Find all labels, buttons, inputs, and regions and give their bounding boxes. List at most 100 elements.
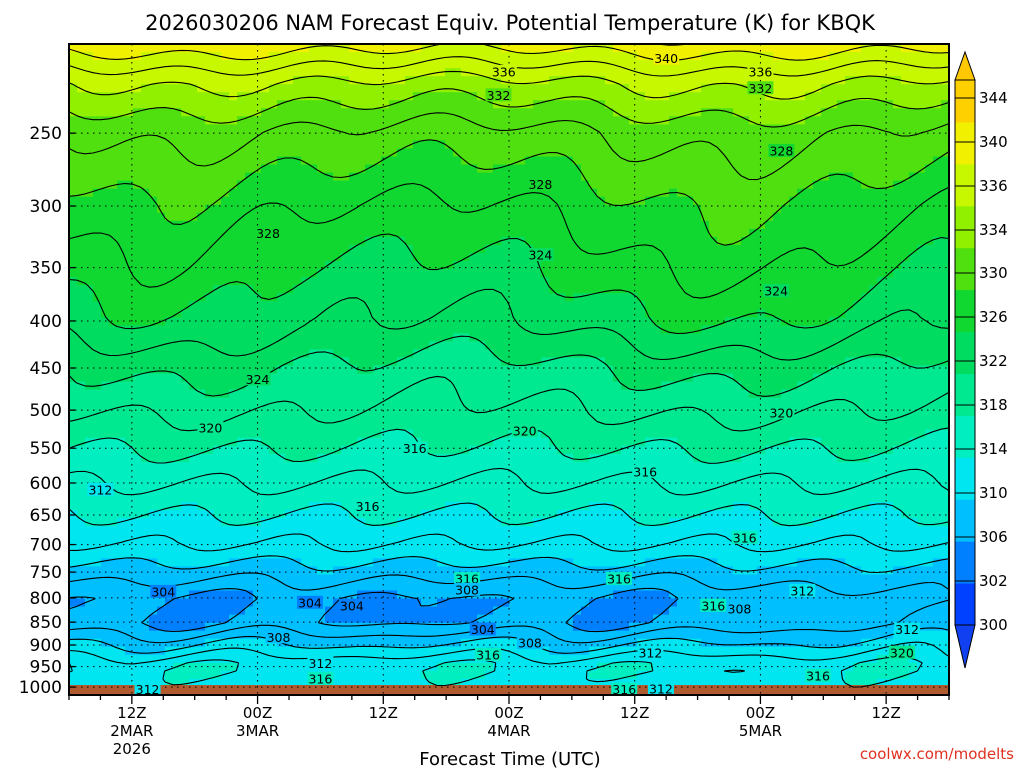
heatmap-cell [773, 52, 782, 61]
heatmap-cell [341, 164, 350, 174]
heatmap-cell [573, 244, 582, 254]
heatmap-cell [917, 309, 926, 318]
heatmap-cell [213, 373, 222, 383]
heatmap-cell [357, 148, 366, 158]
heatmap-cell [101, 164, 110, 174]
heatmap-cell [573, 261, 582, 270]
heatmap-cell [133, 373, 142, 383]
heatmap-cell [285, 269, 294, 278]
heatmap-cell [165, 44, 174, 53]
heatmap-cell [453, 397, 462, 407]
heatmap-cell [421, 373, 430, 383]
heatmap-cell [853, 164, 862, 174]
heatmap-cell [453, 116, 462, 125]
heatmap-cell [869, 124, 878, 134]
heatmap-cell [933, 341, 942, 351]
heatmap-cell [869, 76, 878, 85]
heatmap-cell [589, 236, 598, 246]
heatmap-cell [557, 365, 566, 375]
heatmap-cell [205, 124, 214, 134]
heatmap-cell [789, 325, 798, 334]
heatmap-cell [701, 252, 710, 262]
heatmap-cell [717, 325, 726, 334]
heatmap-cell [453, 172, 462, 182]
heatmap-cell [509, 132, 518, 142]
heatmap-cell [413, 220, 422, 230]
heatmap-cell [845, 156, 854, 166]
heatmap-cell [821, 236, 830, 246]
heatmap-cell [533, 317, 542, 326]
heatmap-cell [509, 204, 518, 214]
heatmap-cell [141, 164, 150, 174]
heatmap-cell [285, 220, 294, 230]
heatmap-cell [733, 100, 742, 109]
heatmap-cell [837, 285, 846, 294]
heatmap-cell [221, 116, 230, 125]
heatmap-cell [837, 140, 846, 150]
heatmap-cell [285, 277, 294, 286]
heatmap-cell [701, 285, 710, 294]
heatmap-cell [165, 140, 174, 150]
heatmap-cell [245, 60, 254, 69]
heatmap-cell [373, 84, 382, 93]
heatmap-cell [77, 252, 86, 262]
heatmap-cell [429, 357, 438, 367]
heatmap-cell [901, 164, 910, 174]
heatmap-cell [645, 172, 654, 182]
heatmap-cell [293, 172, 302, 182]
heatmap-cell [285, 60, 294, 69]
heatmap-cell [301, 228, 310, 238]
heatmap-cell [373, 76, 382, 85]
heatmap-cell [557, 68, 566, 77]
heatmap-cell [453, 261, 462, 270]
heatmap-cell [605, 365, 614, 375]
heatmap-cell [277, 196, 286, 206]
heatmap-cell [725, 301, 734, 310]
heatmap-cell [221, 325, 230, 334]
heatmap-cell [213, 180, 222, 190]
heatmap-cell [117, 76, 126, 85]
heatmap-cell [125, 116, 134, 125]
heatmap-cell [653, 84, 662, 93]
heatmap-cell [181, 140, 190, 150]
heatmap-cell [741, 140, 750, 150]
heatmap-cell [437, 341, 446, 351]
heatmap-cell [925, 277, 934, 286]
heatmap-cell [685, 349, 694, 359]
heatmap-cell [517, 180, 526, 190]
heatmap-cell [189, 228, 198, 238]
heatmap-cell [749, 132, 758, 142]
heatmap-cell [573, 269, 582, 278]
heatmap-cell [205, 140, 214, 150]
heatmap-cell [661, 100, 670, 109]
heatmap-cell [341, 212, 350, 222]
heatmap-cell [613, 365, 622, 375]
heatmap-cell [749, 60, 758, 69]
heatmap-cell [877, 317, 886, 326]
heatmap-cell [709, 172, 718, 182]
heatmap-cell [237, 301, 246, 310]
heatmap-cell [277, 405, 286, 415]
heatmap-cell [157, 108, 166, 117]
heatmap-cell [853, 204, 862, 214]
heatmap-cell [125, 244, 134, 254]
heatmap-cell [525, 108, 534, 117]
heatmap-cell [925, 397, 934, 407]
heatmap-cell [341, 148, 350, 158]
heatmap-cell [597, 277, 606, 286]
heatmap-cell [101, 236, 110, 246]
heatmap-cell [901, 52, 910, 61]
heatmap-cell [277, 317, 286, 326]
heatmap-cell [277, 116, 286, 125]
heatmap-cell [477, 188, 486, 198]
heatmap-cell [773, 108, 782, 117]
heatmap-cell [269, 164, 278, 174]
heatmap-cell [357, 116, 366, 125]
heatmap-cell [805, 309, 814, 318]
heatmap-cell [365, 357, 374, 367]
heatmap-cell [845, 293, 854, 302]
heatmap-cell [725, 381, 734, 391]
heatmap-cell [197, 76, 206, 85]
heatmap-cell [821, 341, 830, 351]
heatmap-cell [597, 212, 606, 222]
